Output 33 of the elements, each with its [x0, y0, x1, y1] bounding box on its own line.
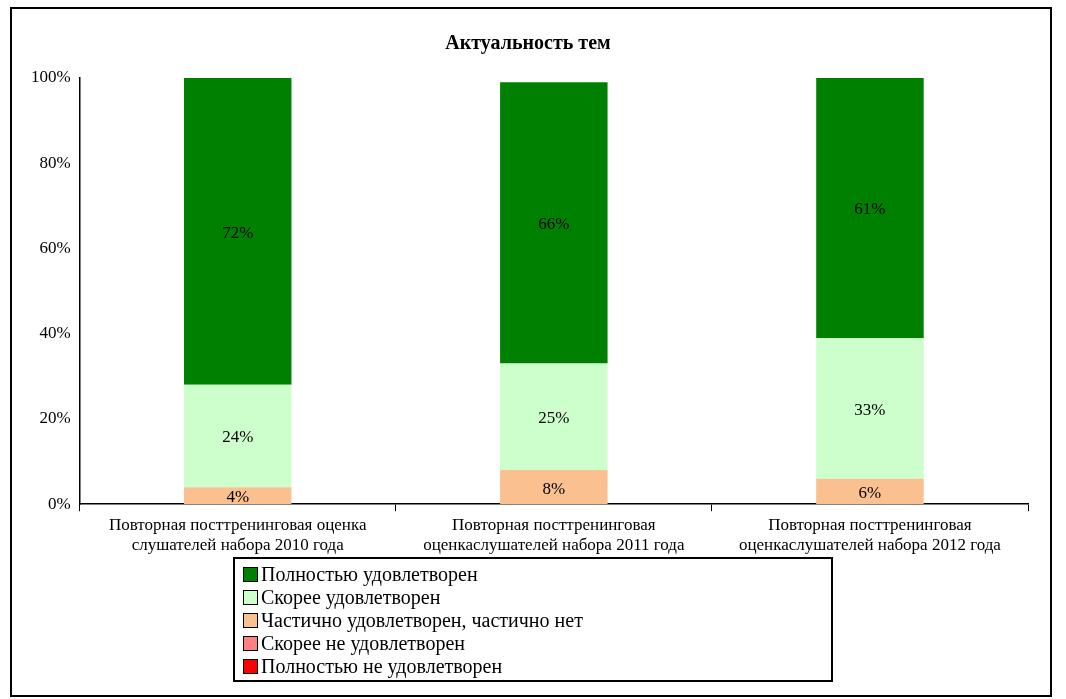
data-label: 33% — [854, 399, 886, 419]
y-tick-label: 20% — [39, 408, 71, 428]
legend-label: Скорее удовлетворен — [261, 586, 441, 609]
data-label: 24% — [222, 427, 254, 447]
bar — [500, 470, 608, 505]
x-tick-label: Повторная посттренинговая оценка слушателей набора 2010 года — [108, 514, 367, 555]
legend-label: Полностью удовлетворен — [261, 563, 478, 586]
x-tick-label: Повторная посттренинговая оценкаслушателей набора 2011 года — [423, 514, 685, 555]
bar — [500, 82, 608, 364]
bar — [816, 478, 924, 505]
bar — [816, 78, 924, 338]
data-label: 25% — [538, 408, 570, 428]
legend-label: Частично удовлетворен, частично нет — [261, 609, 583, 632]
data-label: 66% — [538, 214, 570, 234]
bar — [183, 487, 292, 505]
data-label: 61% — [854, 199, 886, 219]
legend-label: Скорее не удовлетворен — [261, 632, 465, 655]
y-tick-label: 40% — [39, 323, 71, 343]
x-tick-label: Повторная посттренинговая оценкаслушателей набора 2012 года — [738, 514, 1002, 555]
legend-label: Полностью не удовлетворен — [261, 655, 503, 678]
data-label: 72% — [222, 222, 254, 242]
chart-title: Актуальность тем — [445, 31, 611, 55]
y-tick-label: 100% — [30, 67, 71, 87]
bar — [183, 78, 292, 385]
y-tick-label: 80% — [39, 152, 71, 172]
bar — [500, 363, 608, 471]
y-tick-label: 60% — [39, 237, 71, 257]
bar — [816, 337, 924, 479]
data-label: 4% — [226, 487, 250, 507]
data-label: 6% — [858, 482, 882, 502]
bar — [183, 384, 292, 488]
y-tick-label: 0% — [47, 493, 71, 513]
data-label: 8% — [542, 478, 566, 498]
